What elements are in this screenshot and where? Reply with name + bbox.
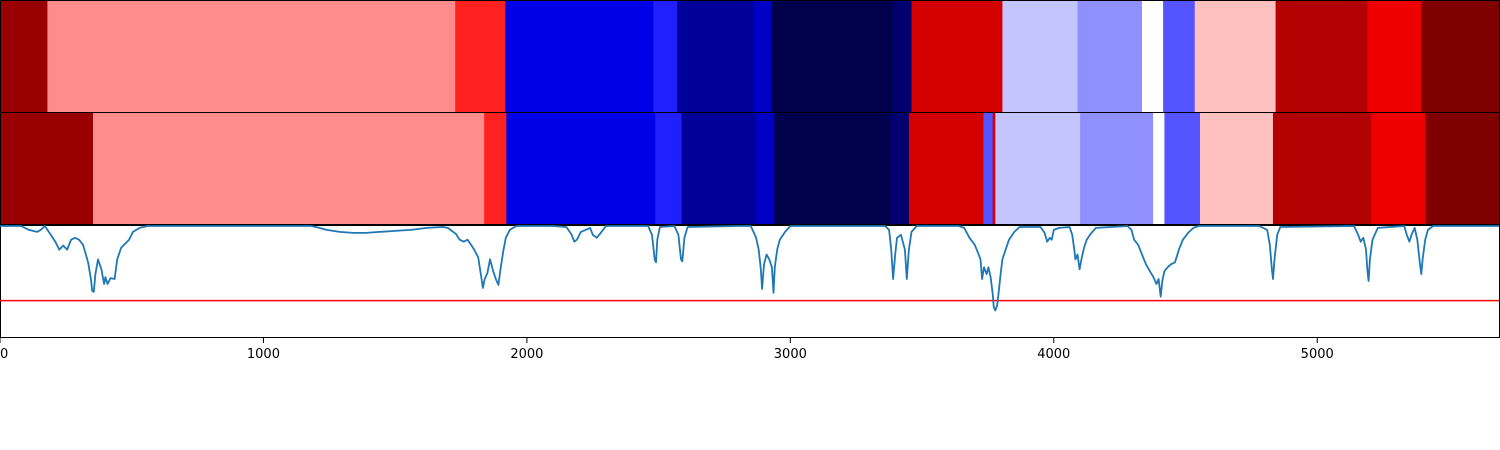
heatmap-segment (1371, 112, 1426, 225)
x-tick-label: 5000 (1301, 347, 1334, 362)
heatmap-segment (1421, 0, 1500, 113)
heatmap-track-1 (0, 0, 1500, 113)
heatmap-segment (1275, 0, 1368, 113)
heatmap-segment (893, 0, 912, 113)
heatmap-segment (1199, 112, 1274, 225)
heatmap-segment (774, 112, 891, 225)
signal-line-1 (0, 225, 1499, 312)
heatmap-segment (755, 112, 775, 225)
heatmap-segment (771, 0, 894, 113)
heatmap-segment (655, 112, 682, 225)
heatmap-segment (1425, 112, 1500, 225)
x-tick-label: 1000 (247, 347, 280, 362)
heatmap-segment (983, 112, 994, 225)
x-axis: 0 1000 2000 3000 4000 5000 (0, 338, 1334, 362)
heatmap-segment (0, 112, 94, 225)
heatmap-segment (890, 112, 910, 225)
heatmap-segment (995, 112, 1081, 225)
heatmap-segment (1142, 0, 1164, 113)
heatmap-tracks (0, 0, 1500, 225)
heatmap-segment (992, 112, 996, 225)
heatmap-segment (1164, 112, 1201, 225)
x-tick-label: 0 (0, 347, 8, 362)
heatmap-segment (1153, 112, 1165, 225)
heatmap-segment (455, 0, 506, 113)
line-panel (0, 225, 1500, 338)
heatmap-segment (1077, 0, 1143, 113)
heatmap-segment (1002, 0, 1078, 113)
heatmap-segment (47, 0, 456, 113)
heatmap-segment (1163, 0, 1196, 113)
line-panel-frame (0, 225, 1500, 338)
heatmap-segment (677, 0, 754, 113)
heatmap-segment (681, 112, 756, 225)
heatmap-segment (0, 0, 48, 113)
heatmap-segment (92, 112, 485, 225)
heatmap-segment (908, 112, 984, 225)
heatmap-track-2 (0, 112, 1500, 225)
heatmap-segment (1194, 0, 1276, 113)
x-tick-label: 2000 (510, 347, 543, 362)
heatmap-segment (1080, 112, 1154, 225)
x-tick-label: 4000 (1037, 347, 1070, 362)
heatmap-segment (484, 112, 507, 225)
heatmap-segment (653, 0, 678, 113)
heatmap-segment (753, 0, 773, 113)
heatmap-segment (911, 0, 1003, 113)
x-tick-label: 3000 (774, 347, 807, 362)
heatmap-segment (1367, 0, 1422, 113)
heatmap-segment (1272, 112, 1372, 225)
heatmap-segment (506, 112, 656, 225)
heatmap-segment (505, 0, 654, 113)
